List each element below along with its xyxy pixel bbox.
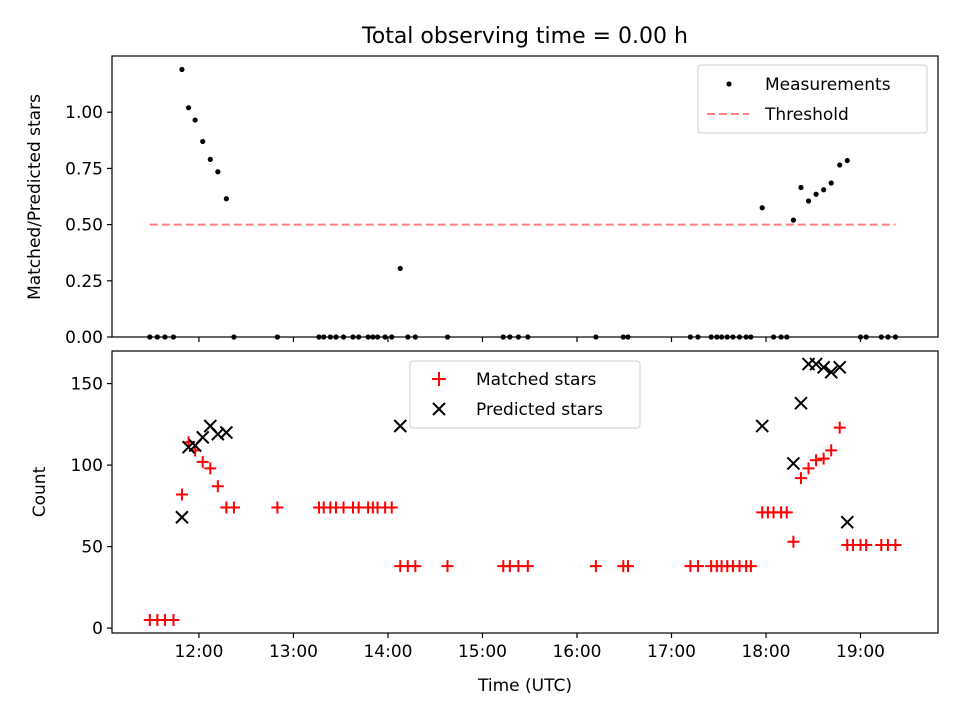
matched-stars-point (817, 452, 830, 465)
matched-stars-point (589, 560, 602, 573)
bottom-x-tick-label: 12:00 (174, 642, 223, 662)
measurements-point (179, 66, 185, 73)
top-y-tick-label: 1.00 (65, 103, 103, 123)
measurements-point (837, 162, 843, 168)
predicted-stars-point (816, 360, 831, 375)
predicted-stars-point (393, 419, 407, 433)
matched-stars-point (204, 462, 217, 475)
measurements-point (207, 156, 213, 163)
legend-predicted-stars-label: Predicted stars (476, 400, 603, 420)
measurements-point (844, 157, 850, 164)
predicted-stars-point (809, 357, 823, 371)
bottom-x-tick-label: 13:00 (269, 642, 318, 662)
bottom-panel: 0 50 100 150 12:00 13:00 14:00 15:00 16:00 17:00… (30, 350, 939, 696)
matched-stars-point (691, 560, 704, 573)
bottom-y-tick-label: 0 (92, 619, 103, 639)
bottom-y-ticks: 0 50 100 150 (71, 375, 112, 639)
legend-measurements-label: Measurements (765, 75, 891, 95)
matched-stars-point (211, 480, 224, 493)
bottom-x-tick-label: 17:00 (647, 642, 696, 662)
predicted-stars-point (824, 365, 838, 379)
matched-stars-point (385, 501, 398, 514)
matched-stars-point (167, 613, 180, 626)
top-y-axis-label: Matched/Predicted stars (25, 94, 45, 300)
matched-stars-point (196, 455, 209, 468)
matched-stars-point (860, 538, 873, 551)
top-y-tick-label: 0.75 (65, 159, 103, 179)
matched-stars-point (175, 488, 188, 501)
top-legend: Measurements Threshold (697, 64, 928, 134)
matched-stars-point (227, 501, 240, 514)
bottom-data-layer (143, 357, 902, 626)
bottom-y-axis-label: Count (30, 466, 50, 517)
matched-stars-point (833, 421, 846, 434)
matched-stars-point (271, 501, 284, 514)
bottom-y-tick-label: 50 (81, 538, 103, 558)
top-axes-frame (111, 55, 939, 338)
legend-threshold-label: Threshold (764, 105, 849, 125)
bottom-x-tick-label: 19:00 (836, 642, 885, 662)
measurements-point (185, 105, 192, 111)
figure-title: Total observing time = 0.00 h (361, 24, 688, 49)
top-y-tick-label: 0.50 (65, 216, 103, 236)
bottom-legend: Matched stars Predicted stars (409, 360, 641, 429)
predicted-stars-point (175, 510, 189, 524)
measurements-point (813, 191, 819, 197)
matched-stars-point (787, 535, 800, 548)
predicted-stars-point (786, 456, 801, 471)
bottom-x-tick-label: 14:00 (363, 642, 412, 662)
predicted-stars-point (794, 396, 808, 410)
matched-stars-point (622, 560, 635, 573)
legend-predicted-stars-marker (432, 402, 446, 416)
measurements-point (200, 138, 206, 145)
bottom-axes-frame (111, 350, 939, 634)
matched-stars-point (810, 454, 823, 467)
bottom-x-axis-label: Time (UTC) (477, 676, 572, 696)
top-legend-box (697, 64, 928, 134)
measurements-point (828, 180, 834, 186)
measurements-point (215, 169, 221, 175)
matched-stars-point (794, 472, 807, 485)
predicted-stars-point (211, 427, 225, 441)
predicted-stars-point (196, 430, 210, 445)
predicted-stars-point (755, 419, 769, 433)
matched-stars-point (409, 560, 422, 573)
bottom-x-ticks: 12:00 13:00 14:00 15:00 16:00 17:00 18:00 19:00 (174, 633, 885, 662)
measurements-point (397, 265, 403, 272)
measurements-point (805, 198, 812, 204)
top-y-tick-label: 0.25 (65, 272, 103, 292)
measurements-point (821, 187, 827, 193)
predicted-stars-point (840, 515, 854, 529)
bottom-x-tick-label: 18:00 (741, 642, 790, 662)
top-x-ticks (198, 337, 862, 342)
measurements-point (223, 196, 229, 202)
top-panel: 0.00 0.25 0.50 0.75 1.00 Matched/Predicted s… (25, 55, 939, 348)
bottom-legend-box (409, 360, 641, 429)
measurements-point (798, 184, 804, 191)
matched-stars-point (780, 506, 793, 519)
predicted-stars-point (833, 360, 847, 375)
legend-measurements-marker (726, 81, 732, 87)
legend-matched-stars-label: Matched stars (476, 370, 596, 390)
matched-stars-point (889, 538, 902, 551)
matched-stars-point (521, 560, 534, 573)
matched-stars-point (441, 560, 454, 573)
matched-stars-point (825, 444, 838, 457)
bottom-y-tick-label: 100 (71, 456, 103, 476)
top-y-ticks: 0.00 0.25 0.50 0.75 1.00 (65, 103, 112, 348)
bottom-x-tick-label: 15:00 (458, 642, 507, 662)
legend-matched-stars-marker (432, 372, 446, 386)
bottom-x-tick-label: 16:00 (552, 642, 601, 662)
matched-stars-point (744, 560, 757, 573)
matched-stars-point (802, 462, 815, 475)
measurements-point (759, 205, 765, 211)
predicted-stars-point (219, 425, 234, 440)
measurements-point (192, 117, 198, 123)
bottom-y-tick-label: 150 (71, 375, 103, 395)
top-y-tick-label: 0.00 (65, 328, 103, 348)
measurements-point (790, 217, 797, 223)
